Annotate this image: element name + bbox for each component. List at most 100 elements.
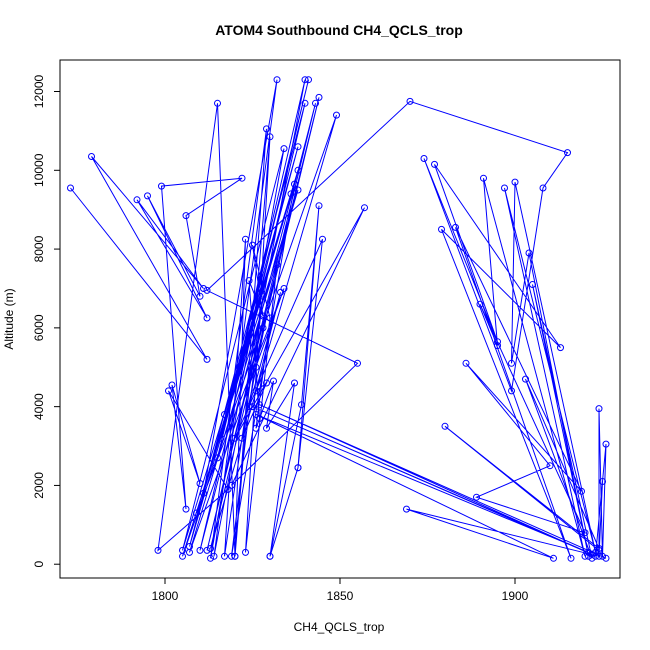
data-point	[263, 424, 270, 432]
data-point	[133, 196, 141, 204]
data-point	[200, 285, 207, 292]
data-point	[595, 405, 603, 413]
x-tick-label: 1850	[327, 589, 354, 603]
data-point	[273, 261, 281, 269]
data-point	[473, 493, 480, 501]
data-point	[182, 212, 190, 220]
data-point	[564, 149, 571, 157]
data-point	[217, 434, 225, 442]
data-point	[242, 235, 249, 243]
data-point	[476, 300, 484, 308]
data-point	[595, 552, 603, 560]
series-line	[70, 79, 607, 559]
data-point	[207, 554, 214, 562]
data-point	[462, 359, 470, 367]
data-point	[539, 184, 547, 192]
data-point	[581, 552, 589, 560]
data-point	[438, 225, 445, 233]
data-point	[298, 401, 305, 409]
data-point	[256, 401, 263, 409]
data-point	[165, 387, 172, 395]
data-point	[431, 160, 438, 168]
data-point	[252, 424, 260, 432]
y-tick-label: 8000	[32, 235, 46, 262]
data-point	[301, 99, 309, 107]
data-point	[403, 505, 410, 513]
series-layer	[70, 79, 607, 559]
data-point	[305, 76, 312, 84]
data-point	[501, 184, 508, 192]
data-point	[315, 93, 323, 101]
y-tick-label: 0	[32, 561, 46, 568]
data-point	[245, 277, 253, 285]
data-point	[168, 381, 176, 389]
data-point	[88, 153, 95, 160]
data-point	[224, 485, 232, 493]
data-point	[242, 548, 249, 556]
data-point	[441, 422, 449, 430]
data-point	[287, 190, 295, 198]
data-point	[221, 411, 228, 418]
data-point	[480, 174, 487, 182]
data-point	[203, 355, 211, 363]
data-point	[301, 76, 309, 84]
data-point	[567, 554, 575, 562]
data-point	[182, 505, 190, 513]
data-point	[270, 377, 277, 385]
data-point	[511, 178, 519, 186]
data-point	[294, 143, 302, 151]
data-point	[494, 342, 501, 350]
data-point	[294, 464, 302, 472]
data-point	[263, 379, 270, 387]
data-point	[602, 440, 610, 448]
chart-title: ATOM4 Southbound CH4_QCLS_trop	[215, 22, 463, 38]
data-point	[578, 487, 585, 495]
data-point	[249, 241, 256, 249]
y-axis-label: Altitude (m)	[2, 288, 16, 349]
data-point	[494, 338, 501, 346]
data-point	[228, 552, 235, 560]
data-point	[214, 99, 221, 107]
data-point	[588, 550, 596, 558]
data-point	[249, 403, 256, 411]
y-tick-label: 6000	[32, 314, 46, 341]
data-point	[546, 462, 554, 470]
data-point	[525, 249, 533, 257]
data-point	[252, 387, 260, 395]
data-point	[277, 288, 284, 296]
y-tick-label: 4000	[32, 393, 46, 420]
data-point	[361, 204, 368, 212]
data-point	[529, 281, 536, 288]
data-point	[508, 359, 515, 367]
data-point	[221, 552, 228, 560]
data-point	[508, 387, 515, 395]
data-point	[252, 363, 260, 371]
data-point	[200, 489, 207, 497]
data-point	[228, 481, 235, 489]
data-point	[259, 324, 267, 332]
data-point	[294, 186, 302, 194]
data-point	[333, 111, 340, 119]
data-point	[231, 434, 239, 442]
data-point	[144, 192, 151, 200]
data-point	[196, 480, 204, 487]
data-point	[312, 99, 319, 107]
data-point	[319, 235, 326, 243]
data-point	[245, 403, 253, 411]
data-point	[581, 529, 589, 537]
data-point	[522, 375, 529, 383]
data-point	[203, 286, 211, 294]
x-axis-label: CH4_QCLS_trop	[294, 620, 385, 634]
data-point	[595, 545, 603, 552]
data-point	[406, 97, 414, 105]
data-point	[266, 314, 274, 322]
data-point	[599, 478, 606, 485]
data-point	[207, 545, 214, 552]
data-point	[179, 552, 186, 560]
data-point	[154, 546, 162, 554]
data-point	[67, 184, 74, 192]
points-layer	[67, 76, 610, 562]
data-point	[266, 552, 274, 560]
data-point	[263, 125, 270, 133]
